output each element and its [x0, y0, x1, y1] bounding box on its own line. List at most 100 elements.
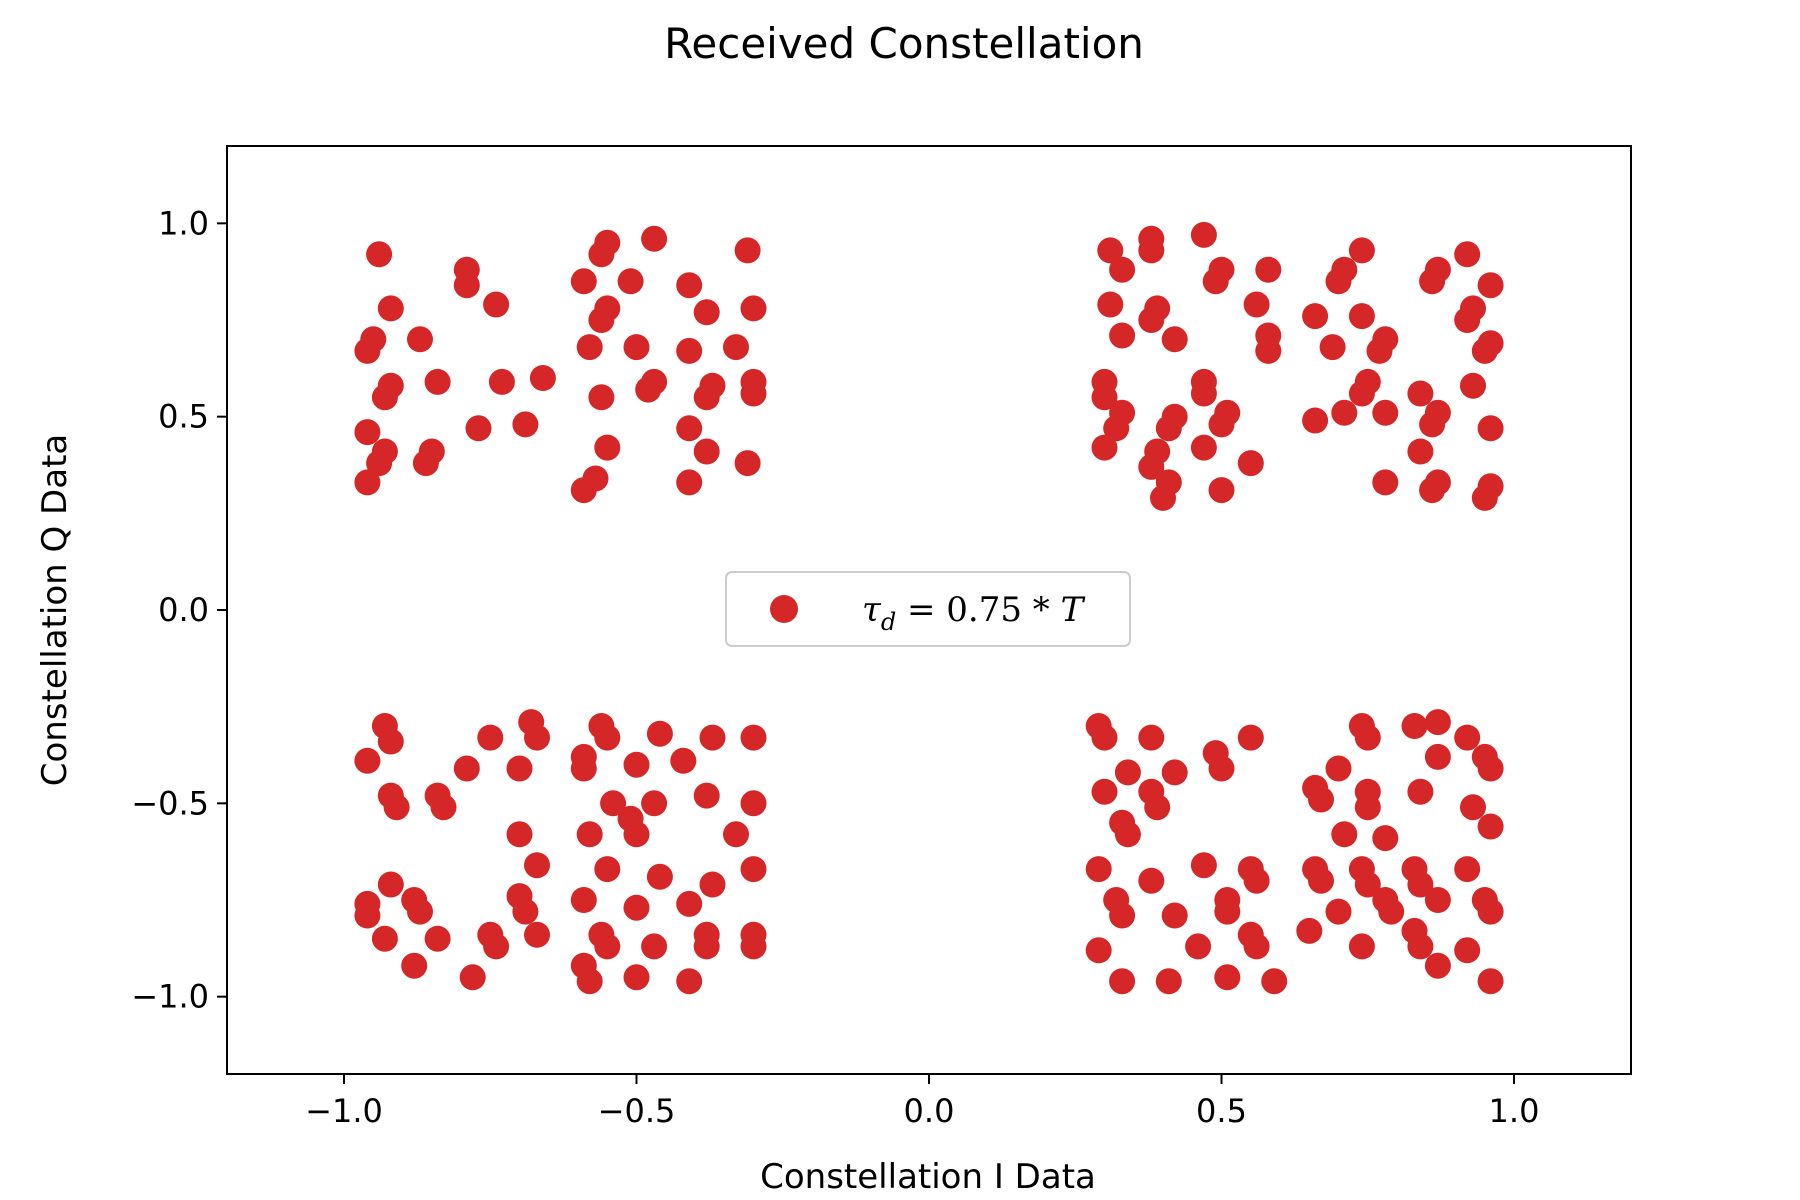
scatter-point: [600, 790, 627, 817]
scatter-point: [1407, 871, 1434, 898]
y-tick-label: −1.0: [131, 978, 209, 1016]
scatter-point: [1454, 307, 1481, 333]
x-tick-label: 0.5: [1196, 1092, 1247, 1130]
scatter-point: [1372, 825, 1399, 852]
scatter-point: [1097, 237, 1124, 264]
scatter-point: [1214, 964, 1241, 991]
scatter-point: [570, 477, 597, 504]
scatter-point: [1372, 399, 1399, 426]
scatter-point: [641, 225, 668, 252]
scatter-point: [371, 925, 398, 952]
scatter-point: [1348, 237, 1375, 264]
x-axis-label: Constellation I Data: [760, 1157, 1096, 1197]
scatter-point: [424, 368, 451, 395]
scatter-point: [676, 968, 703, 995]
scatter-point: [1161, 902, 1188, 929]
scatter-point: [354, 747, 381, 774]
scatter-point: [1419, 477, 1446, 504]
scatter-point: [693, 782, 720, 809]
scatter-point: [1302, 407, 1329, 434]
scatter-point: [1190, 434, 1217, 461]
scatter-point: [1407, 778, 1434, 805]
legend-tau: τ: [862, 590, 882, 630]
y-tick-label: 1.0: [158, 204, 209, 242]
scatter-point: [1190, 852, 1217, 879]
legend-expression: = 0.75 *: [896, 590, 1060, 630]
x-tick-label: 1.0: [1489, 1092, 1540, 1130]
scatter-point: [483, 291, 510, 318]
scatter-point: [1208, 477, 1235, 504]
scatter-point: [676, 469, 703, 496]
scatter-point: [594, 933, 621, 960]
scatter-point: [1354, 871, 1381, 898]
scatter-point: [1261, 968, 1288, 995]
scatter-point: [670, 747, 697, 774]
scatter-point: [488, 368, 515, 395]
scatter-point: [676, 415, 703, 442]
scatter-point: [594, 856, 621, 883]
y-axis-ticks: −1.0 −0.5 0.0 0.5 1.0: [131, 204, 227, 1016]
scatter-point: [1208, 755, 1235, 782]
scatter-point: [1454, 241, 1481, 268]
scatter-point: [623, 334, 650, 361]
scatter-point: [588, 307, 615, 333]
y-tick-label: −0.5: [131, 784, 209, 822]
scatter-point: [1190, 221, 1217, 248]
scatter-point: [524, 921, 550, 948]
scatter-point: [1109, 322, 1136, 349]
scatter-point: [1109, 968, 1136, 995]
scatter-point: [641, 933, 668, 960]
y-axis-label: Constellation Q Data: [35, 434, 75, 786]
scatter-point: [576, 334, 603, 361]
scatter-point: [506, 755, 533, 782]
scatter-point: [623, 751, 650, 778]
scatter-point: [734, 237, 761, 264]
scatter-point: [693, 933, 720, 960]
scatter-point: [430, 794, 457, 821]
scatter-point: [1424, 887, 1451, 913]
scatter-point: [377, 295, 404, 322]
scatter-point: [366, 241, 393, 268]
scatter-points: [354, 221, 1504, 995]
scatter-point: [1190, 380, 1217, 407]
legend-label: τd = 0.75 * T: [862, 590, 1086, 636]
scatter-point: [1255, 256, 1282, 283]
scatter-point: [699, 724, 726, 751]
scatter-point: [740, 856, 767, 883]
scatter-point: [1477, 968, 1504, 995]
scatter-point: [1109, 902, 1136, 929]
scatter-point: [1161, 326, 1188, 353]
scatter-point: [407, 898, 433, 925]
scatter-point: [1424, 952, 1451, 979]
scatter-point: [594, 724, 621, 751]
scatter-point: [1155, 415, 1182, 442]
scatter-point: [570, 755, 597, 782]
y-tick-label: 0.0: [158, 591, 209, 629]
y-tick-label: 0.5: [158, 398, 209, 436]
chart-title: Received Constellation: [664, 19, 1144, 68]
scatter-point: [740, 724, 767, 751]
scatter-point: [1319, 334, 1346, 361]
scatter-point: [1243, 867, 1270, 894]
scatter-point: [1150, 484, 1176, 511]
scatter-point: [1460, 372, 1486, 399]
scatter-point: [1477, 813, 1504, 840]
scatter-point: [1144, 794, 1171, 821]
scatter-point: [1407, 438, 1434, 465]
x-tick-label: 0.0: [904, 1092, 955, 1130]
scatter-point: [1477, 272, 1504, 299]
scatter-point: [1401, 713, 1428, 739]
scatter-point: [623, 821, 650, 848]
scatter-point: [371, 384, 398, 411]
scatter-point: [453, 272, 480, 299]
scatter-point: [1091, 778, 1118, 805]
scatter-point: [676, 890, 703, 917]
scatter-point: [1302, 303, 1329, 330]
scatter-point: [1378, 898, 1405, 925]
scatter-point: [699, 871, 726, 898]
scatter-point: [465, 415, 492, 442]
scatter-point: [1471, 484, 1498, 511]
scatter-point: [1424, 743, 1451, 770]
scatter-point: [1419, 411, 1446, 438]
